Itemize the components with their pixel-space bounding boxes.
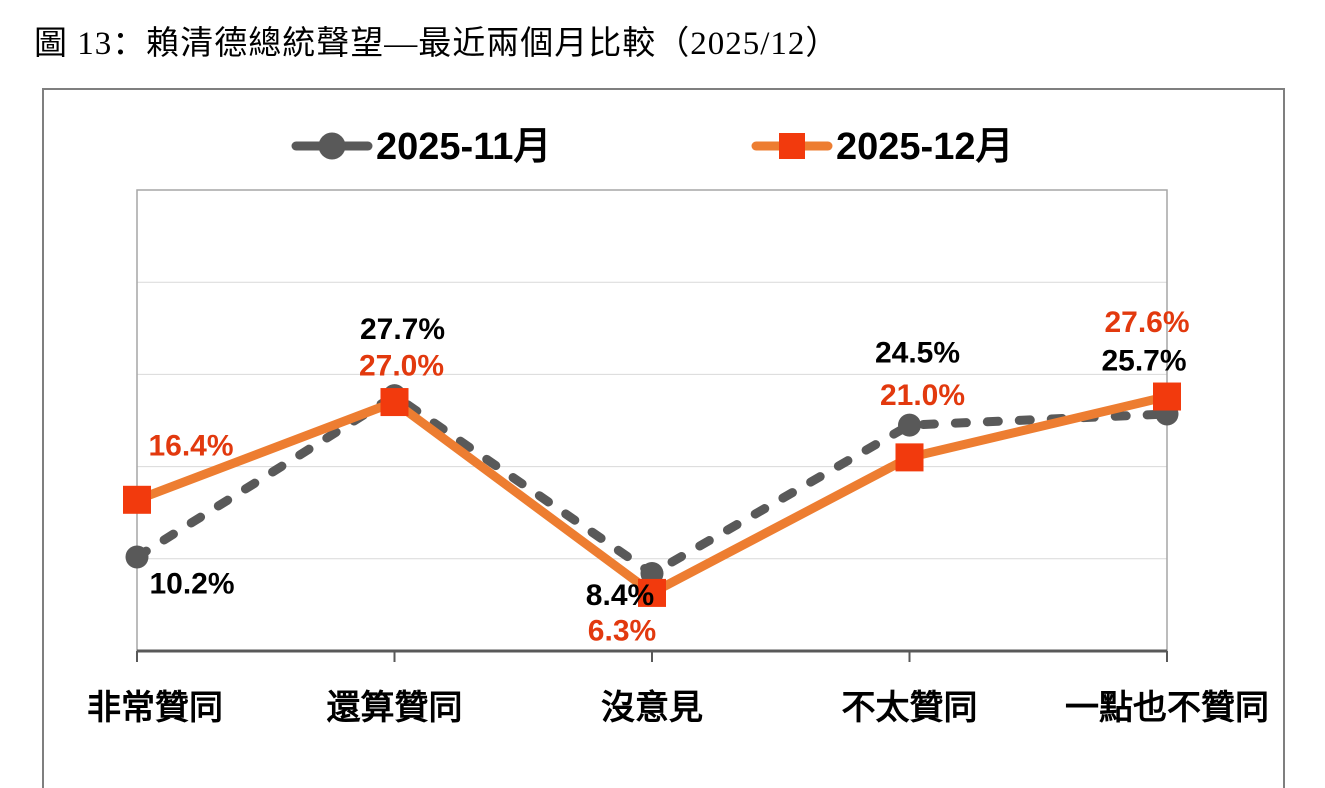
data-label: 27.0% [359,350,444,383]
data-label: 8.4% [586,579,654,612]
data-label: 10.2% [149,567,234,600]
data-label: 24.5% [875,337,960,370]
legend-marker [318,132,346,160]
figure-border [42,88,1285,788]
data-label: 27.7% [360,313,445,346]
data-point-marker [1153,382,1181,411]
data-point-marker [638,578,666,607]
legend-label: 2025-11月 [376,126,551,168]
category-label: 沒意見 [601,689,703,727]
category-label: 還算贊同 [327,689,463,727]
data-label: 27.6% [1104,306,1189,339]
data-label: 6.3% [588,614,656,647]
legend-item-2025-11月: 2025-11月 [291,126,551,168]
chart-frame: 10.2% 27.7% 8.4% 24.5% 25.7% 16.4% 27.0% 6.3% 21… [42,88,1285,788]
legend-label: 2025-12月 [836,126,1013,168]
comparison-line-chart: 10.2% 27.7% 8.4% 24.5% 25.7% 16.4% 27.0% 6.3% 21… [42,88,1285,788]
data-point-marker [895,443,924,472]
data-point-marker [380,388,409,417]
series-2025-11月 [125,384,1179,586]
data-point-marker [123,485,151,514]
data-label: 25.7% [1101,345,1186,378]
data-label: 16.4% [148,429,233,462]
series-line [132,391,1172,579]
category-label: 一點也不贊同 [1065,689,1269,727]
data-point-marker [898,413,921,437]
series-2025-12月 [123,382,1181,607]
figure-title: 圖 13：賴清德總統聲望—最近兩個月比較（2025/12） [34,26,840,62]
category-label: 不太贊同 [842,689,978,727]
legend-item-2025-12月: 2025-12月 [751,126,1013,168]
data-point-marker [125,545,149,569]
data-label: 21.0% [880,379,965,412]
legend-marker [779,133,805,159]
category-label: 非常贊同 [87,689,223,727]
